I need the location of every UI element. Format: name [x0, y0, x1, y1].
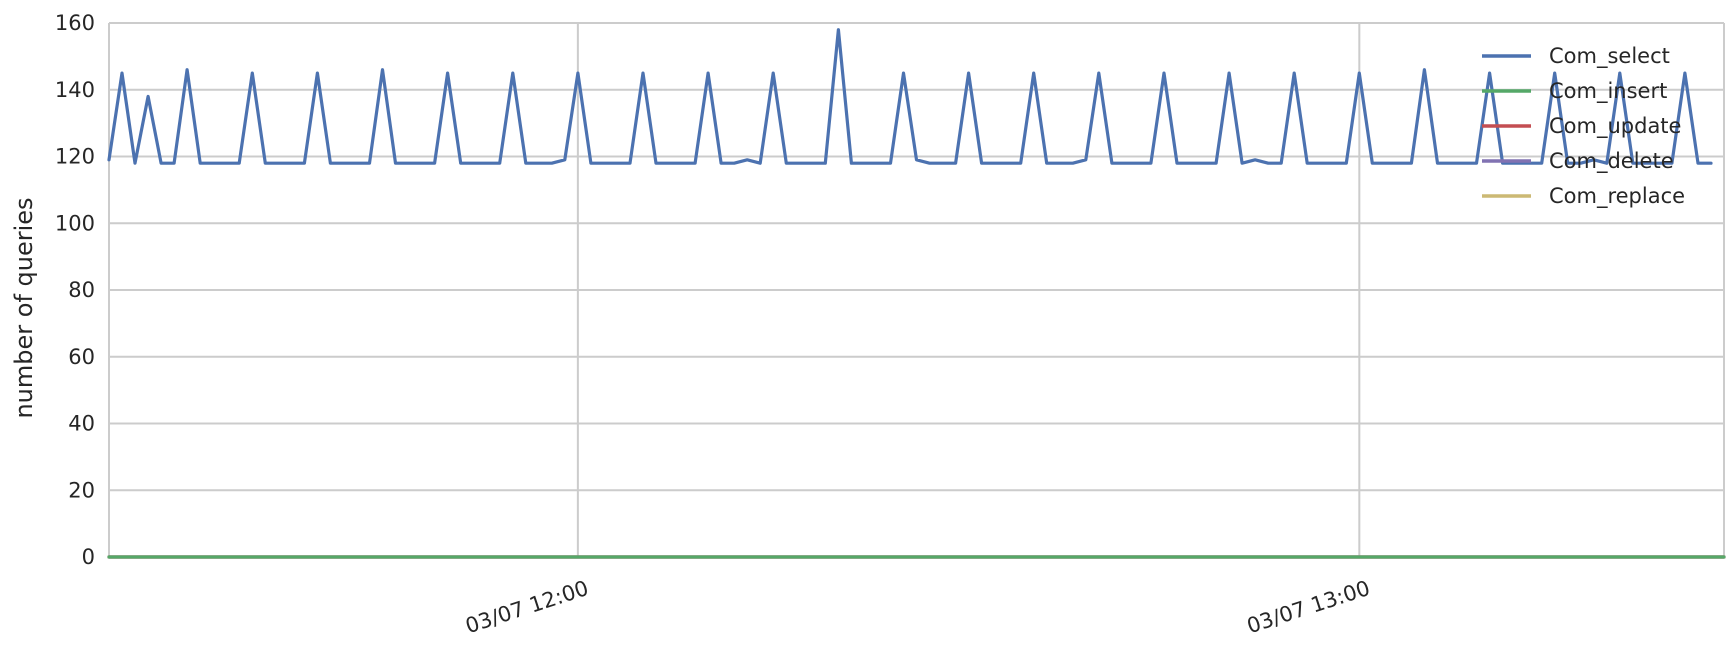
legend-entry: Com_delete — [1549, 149, 1674, 174]
y-tick-label: 140 — [55, 78, 95, 102]
y-axis-label: number of queries — [10, 197, 38, 418]
y-tick-label: 0 — [82, 545, 95, 569]
series-line-com-select — [107, 28, 1713, 165]
y-tick-label: 20 — [68, 478, 95, 502]
x-tick-label: 03/07 13:00 — [1244, 576, 1373, 638]
legend: Com_select Com_insert Com_update Com_delete… — [1482, 44, 1685, 209]
y-tick-label: 120 — [55, 145, 95, 169]
y-tick-label: 80 — [68, 278, 95, 302]
y-tick-label: 100 — [55, 211, 95, 235]
y-tick-label: 60 — [68, 345, 95, 369]
x-tick-label: 03/07 12:00 — [463, 576, 592, 638]
x-axis-ticks: 03/07 12:00 03/07 13:00 — [463, 576, 1373, 638]
legend-entry: Com_update — [1549, 114, 1681, 139]
series-layer — [107, 28, 1726, 559]
legend-entry: Com_replace — [1549, 184, 1685, 209]
grid — [108, 22, 1725, 558]
y-axis-ticks: 0 20 40 60 80 100 120 140 160 — [55, 11, 95, 569]
legend-entry: Com_insert — [1549, 79, 1667, 104]
y-tick-label: 40 — [68, 412, 95, 436]
y-tick-label: 160 — [55, 11, 95, 35]
legend-entry: Com_select — [1549, 44, 1670, 69]
